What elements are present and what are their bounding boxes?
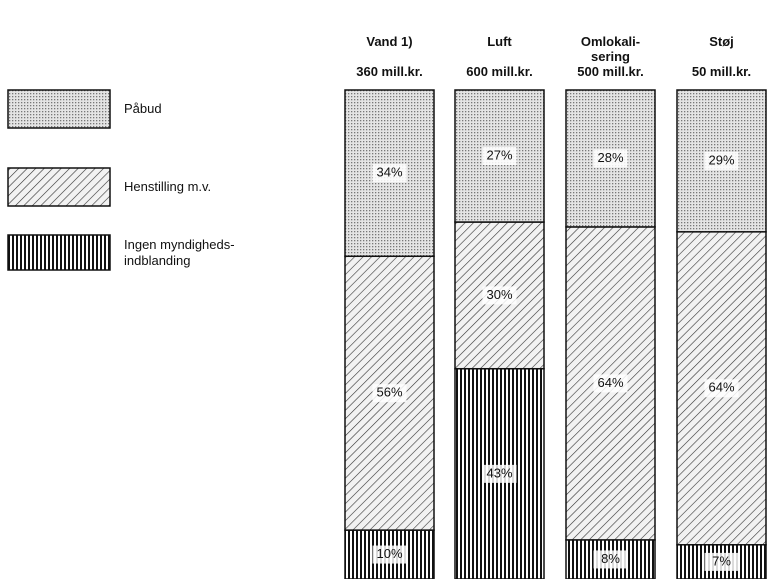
legend-swatch (7, 234, 111, 271)
value-label: 34% (376, 165, 402, 180)
bar-segment (565, 89, 656, 228)
value-label: 29% (708, 152, 734, 167)
label-bg (482, 464, 517, 483)
total-label: 500 mill.kr. (577, 64, 644, 79)
legend-swatch (7, 167, 111, 207)
label-bg (704, 151, 739, 170)
value-label: 64% (597, 375, 623, 390)
label-bg (593, 374, 628, 393)
label-bg (704, 552, 739, 571)
label-bg (372, 384, 407, 403)
value-label: 8% (601, 551, 620, 566)
legend-label: Henstilling m.v. (124, 179, 212, 194)
label-bg (593, 550, 628, 569)
value-label: 27% (486, 147, 512, 162)
value-label: 7% (712, 553, 731, 568)
value-label: 43% (486, 465, 512, 480)
total-label: 50 mill.kr. (691, 64, 752, 79)
category-label: Vand 1) (366, 34, 413, 49)
category-label: Omlokali- sering (580, 34, 641, 64)
label-bg (593, 149, 628, 168)
legend-label: Påbud (124, 101, 162, 116)
bar-segment (344, 255, 435, 531)
value-label: 28% (597, 150, 623, 165)
legend-swatch (7, 89, 111, 129)
label-bg (372, 545, 407, 564)
value-label: 64% (708, 380, 734, 395)
value-label: 10% (376, 546, 402, 561)
label-bg (704, 379, 739, 398)
value-label: 30% (486, 287, 512, 302)
category-label: Støj (709, 34, 734, 49)
total-label: 600 mill.kr. (466, 64, 533, 79)
label-bg (372, 164, 407, 183)
total-label: 360 mill.kr. (356, 64, 423, 79)
value-label: 56% (376, 385, 402, 400)
label-bg (482, 147, 517, 166)
legend-label: Ingen myndigheds- indblanding (124, 236, 235, 268)
category-label: Luft (487, 34, 512, 49)
label-bg (482, 286, 517, 305)
